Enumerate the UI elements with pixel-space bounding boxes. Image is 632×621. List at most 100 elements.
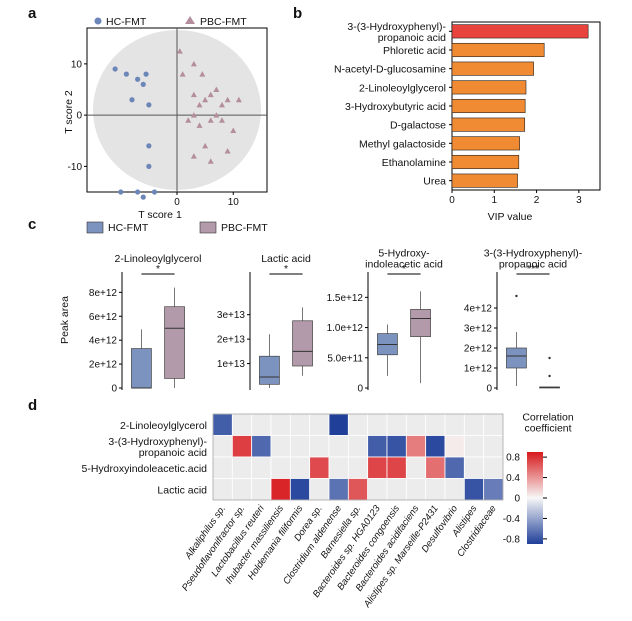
y-tick-label: 0 (357, 384, 363, 395)
heatmap-cell (463, 456, 485, 479)
heatmap-cell (309, 413, 330, 436)
pbc-point (199, 71, 206, 77)
heatmap-cell (367, 478, 388, 501)
legend-pbc-swatch (199, 221, 217, 234)
y-tick-label: 2e+13 (217, 335, 246, 346)
vip-bar (451, 173, 518, 188)
colorbar-tick-label: 0 (514, 494, 520, 505)
vip-bar (451, 24, 589, 39)
x-tick-label: 2 (534, 195, 540, 206)
box-title: Lactic acid (261, 253, 311, 265)
heatmap-cell (270, 413, 291, 436)
y-tick-label: 0 (111, 384, 117, 395)
pbc-point (196, 101, 203, 108)
heatmap-cell (270, 478, 291, 501)
vip-category-label: 2-Linoleoylglycerol (359, 82, 446, 94)
y-tick-label: 1e+13 (217, 359, 246, 370)
hc-point (135, 189, 141, 195)
heatmap-cell (463, 478, 485, 501)
significance-stars: * (402, 263, 406, 275)
pbc-point (190, 91, 197, 98)
heatmap-row-label: Lactic acid (157, 484, 207, 496)
pbc-point (224, 148, 231, 154)
heatmap-cell (483, 456, 504, 479)
vip-bar-chart: 3-(3-Hydroxyphenyl)-propanoic acidPhlore… (334, 21, 601, 223)
heatmap-row-label-line: propanoic acid (139, 447, 207, 459)
y-tick-label: 1.5e+12 (327, 293, 364, 304)
colorbar-tick-label: 0.4 (506, 473, 520, 484)
colorbar-gradient (527, 452, 543, 544)
heatmap-cell (386, 456, 407, 479)
heatmap-cell (328, 435, 349, 458)
y-tick-label: 2e+12 (464, 344, 493, 355)
colorbar-tick-label: -0.4 (503, 514, 521, 525)
legend-pbc-label: PBC-FMT (200, 16, 247, 28)
box-title: 3-(3-Hydroxyphenyl)-propanoic acid (484, 248, 583, 271)
heatmap-cell (483, 435, 504, 458)
x-tick-label: 0 (449, 195, 455, 206)
heatmap-cell (386, 478, 407, 501)
vip-bar (451, 61, 534, 76)
pbc-point (230, 127, 237, 133)
heatmap-cell (483, 413, 504, 436)
box-plots: HC-FMT PBC-FMT Peak area 2-Linoleoylglyc… (59, 221, 583, 395)
heatmap-cell (483, 478, 504, 501)
pbc-point (190, 112, 197, 118)
heatmap-frame (212, 413, 504, 501)
pbc-point (213, 112, 220, 118)
x-tick-label: 0 (174, 197, 180, 208)
heatmap-row-label: 2-Linoleoylglycerol (120, 420, 207, 432)
pbc-point (235, 96, 242, 103)
significance-stars: *** (527, 263, 539, 275)
pbc-point (219, 117, 225, 123)
heatmap-cell (289, 478, 311, 501)
heatmap-cell (270, 435, 291, 458)
vip-category-label: 3-(3-Hydroxyphenyl)-propanoic acid (347, 21, 446, 44)
heatmap-row-label-line: 3-(3-Hydroxyphenyl)- (108, 436, 207, 448)
pbc-point (207, 158, 214, 164)
heatmap-cell (386, 413, 407, 436)
heatmap-cell (386, 435, 407, 458)
pbc-point (207, 117, 214, 123)
heatmap-cell (231, 413, 253, 436)
heatmap-cell (405, 413, 427, 436)
vip-category-label: N-acetyl-D-glucosamine (334, 64, 446, 76)
heatmap-cell (463, 413, 485, 436)
heatmap-cell (289, 456, 311, 479)
colorbar-tick-label: 0.8 (506, 453, 520, 464)
panel-label-a: a (28, 5, 37, 22)
hc-point (140, 81, 146, 87)
hc-point (146, 143, 152, 149)
x-tick-label: 3 (576, 195, 582, 206)
hc-point (135, 76, 141, 82)
vip-category-label: Ethanolamine (382, 157, 446, 169)
x-tick-label: 10 (228, 197, 240, 208)
box-title: 2-Linoleoylglycerol (115, 253, 202, 265)
heatmap-cell (309, 478, 330, 501)
hc-point (123, 71, 129, 77)
vip-category-label: Methyl galactoside (359, 138, 446, 150)
panel-label-b: b (293, 5, 302, 22)
panel-label-c: c (28, 216, 36, 233)
y-tick-label: 10 (71, 59, 83, 70)
heatmap-cell (328, 478, 349, 501)
y-tick-label: 6e+12 (89, 312, 118, 323)
heatmap-cell (463, 435, 485, 458)
box-subplot: 3-(3-Hydroxyphenyl)-propanoic acid 0 1e+12… (464, 248, 583, 395)
heatmap-cell (444, 413, 465, 436)
pbc-point (179, 71, 186, 77)
box-subplot: Lactic acid 1e+13 2e+13 3e+13 * (217, 253, 313, 390)
heatmap-cell (367, 435, 388, 458)
heatmap-cell (231, 478, 253, 501)
legend-hc-swatch (86, 221, 104, 234)
box (164, 306, 185, 379)
heatmap-cell (289, 435, 311, 458)
vip-category-label: Phloretic acid (383, 45, 446, 57)
heatmap-cell (212, 435, 233, 458)
outlier-point (548, 356, 551, 360)
hc-point (151, 189, 158, 195)
heatmap-cell (405, 456, 427, 479)
hc-point (140, 194, 146, 200)
box (506, 347, 527, 369)
